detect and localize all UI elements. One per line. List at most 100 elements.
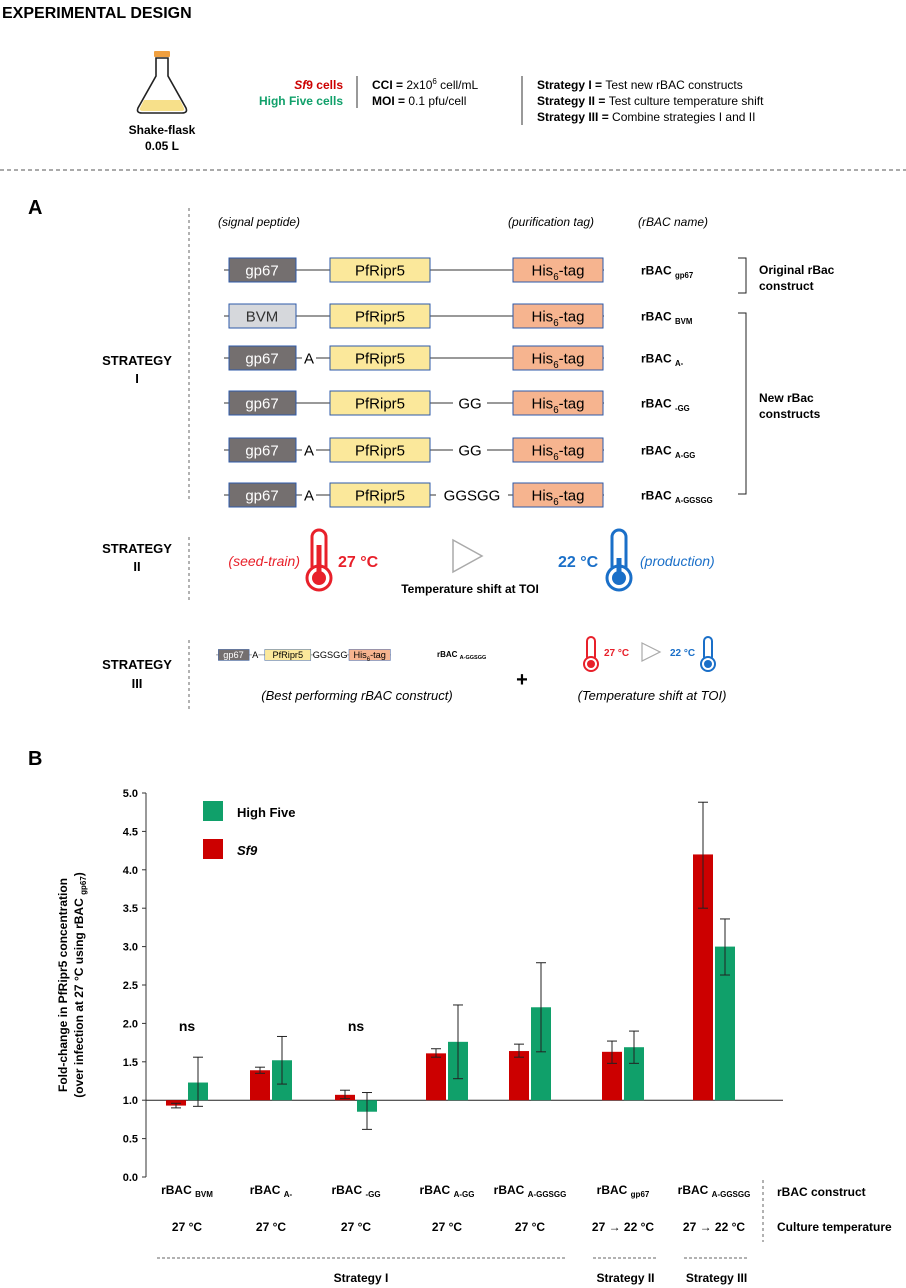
rbac-name: rBAC -GG: [641, 396, 690, 413]
linker-gap: [302, 346, 316, 370]
construct-tick-label: rBAC gp67: [597, 1183, 650, 1199]
signal-peptide-label: gp67: [245, 262, 278, 279]
y-tick-label: 4.0: [123, 865, 138, 877]
small-warm-thermometer-icon: [583, 636, 599, 672]
signal-peptide-box: [228, 390, 297, 416]
legend-swatch: [203, 839, 223, 859]
original-label: Original rBac: [759, 263, 835, 277]
his-tag-box: [512, 303, 604, 329]
y-tick-label: 2.5: [123, 980, 138, 992]
warm-thermometer-icon: [305, 528, 333, 592]
temperature-shift-caption: (Temperature shift at TOI): [578, 688, 727, 703]
signal-peptide-label: gp67: [223, 650, 243, 660]
small-cool-thermometer-icon: [700, 636, 716, 672]
signal-peptide-box: [228, 303, 297, 329]
y-tick-label: 3.5: [123, 903, 138, 915]
bar-chart: 0.0 0.5 1.0 1.5 2.0 2.5 3.0 3.5 4.0 4.5 5.0 Fold-ch…: [56, 788, 892, 1285]
cool-thermometer-icon: [605, 528, 633, 592]
mini-rbac-name: rBAC A-GGSGG: [437, 650, 486, 661]
row-label-temperature: Culture temperature: [777, 1220, 892, 1234]
linker-gap: [302, 483, 316, 507]
shift-arrow-icon: [452, 538, 484, 574]
his-tag-label: His6-tag: [532, 308, 585, 329]
new-label-2: constructs: [759, 407, 821, 421]
temperature-shift-label: Temperature shift at TOI: [401, 582, 539, 596]
protein-box: [329, 390, 431, 416]
strategy2-numeral: II: [133, 559, 140, 574]
cci-text: CCI = 2x106 cell/mL: [372, 77, 478, 92]
strategy3-numeral: III: [132, 676, 143, 691]
flask-volume: 0.05 L: [145, 139, 179, 153]
temperature-tick-label: 27 °C: [172, 1220, 202, 1234]
protein-box: [329, 437, 431, 463]
temperature-tick-label: 27 °C: [341, 1220, 371, 1234]
strategy1-numeral: I: [135, 371, 139, 386]
strategy1-summary: Strategy I = Test new rBAC constructs: [537, 78, 743, 92]
his-tag-label: His6-tag: [532, 487, 585, 508]
strategy2-summary: Strategy II = Test culture temperature s…: [537, 94, 764, 108]
construct-row: gp67 A PfRipr5 His6-tag rBAC A-: [224, 345, 684, 371]
linker-gap: [251, 649, 259, 661]
his-tag-label: His6-tag: [353, 650, 385, 663]
signal-peptide-box: [228, 482, 297, 508]
best-construct-caption: (Best performing rBAC construct): [261, 688, 452, 703]
legend-label: Sf9: [237, 843, 258, 858]
col-purification-tag: (purification tag): [508, 215, 594, 229]
protein-box: [329, 482, 431, 508]
y-tick-label: 0.0: [123, 1172, 138, 1184]
his-tag-box: [348, 649, 391, 661]
linker-g-label: GGSGG: [444, 487, 501, 504]
his-tag-label: His6-tag: [532, 350, 585, 371]
panel-a-letter: A: [28, 197, 42, 219]
y-tick-label: 4.5: [123, 826, 138, 838]
construct-rows: gp67 PfRipr5 His6-tag rBAC gp67 BVM PfRipr5 Hi…: [224, 257, 713, 508]
legend-label: High Five: [237, 805, 296, 820]
linker-a-label: A: [304, 487, 314, 504]
plus-sign: +: [516, 669, 528, 691]
linker-a-label: A: [252, 650, 259, 660]
y-tick-label: 5.0: [123, 788, 138, 800]
panel-b-letter: B: [28, 748, 42, 770]
small-shift-arrow-icon: [641, 642, 662, 662]
construct-tick-label: rBAC A-GGSGG: [678, 1183, 751, 1199]
y-tick-label: 3.0: [123, 942, 138, 954]
linker-gap: [453, 391, 487, 415]
construct-row: gp67 A PfRipr5 GGSGG His6-tag rBAC A-GGSGG: [224, 482, 713, 508]
temp-27-label: 27 °C: [338, 554, 379, 571]
temperature-tick-label: 27 °C: [256, 1220, 286, 1234]
y-tick-label: 2.0: [123, 1018, 138, 1030]
y-tick-label: 1.5: [123, 1057, 138, 1069]
protein-label: PfRipr5: [355, 350, 405, 367]
temperature-tick-label: 27 °C: [515, 1220, 545, 1234]
protein-box: [264, 649, 312, 661]
strategy3-summary: Strategy III = Combine strategies I and …: [537, 110, 755, 124]
construct-tick-label: rBAC A-GGSGG: [494, 1183, 567, 1199]
sf9-bar: [693, 854, 713, 1101]
protein-box: [329, 345, 431, 371]
new-label: New rBac: [759, 391, 814, 405]
his-tag-box: [512, 345, 604, 371]
signal-peptide-label: gp67: [245, 350, 278, 367]
strategy1-label: STRATEGY: [102, 353, 172, 368]
strategy-group-label: Strategy I: [334, 1271, 389, 1285]
high-five-cells-label: High Five cells: [259, 94, 343, 108]
strategy-group-label: Strategy III: [686, 1271, 747, 1285]
protein-box: [329, 257, 431, 283]
ns-annotation: ns: [348, 1018, 365, 1034]
temp-22-label: 22 °C: [558, 554, 599, 571]
sf9-bar: [602, 1051, 622, 1101]
small-temp-22: 22 °C: [670, 648, 695, 659]
linker-g-label: GGSGG: [313, 650, 348, 660]
his-tag-box: [512, 390, 604, 416]
signal-peptide-box: [228, 345, 297, 371]
strategy2-label: STRATEGY: [102, 541, 172, 556]
temperature-tick-label: 27 → 22 °C: [592, 1220, 654, 1234]
construct-row: gp67 PfRipr5 GG His6-tag rBAC -GG: [224, 390, 690, 416]
y-tick-label: 1.0: [123, 1095, 138, 1107]
his-tag-box: [512, 437, 604, 463]
rbac-name: rBAC A-GGSGG: [641, 488, 713, 505]
construct-row: BVM PfRipr5 His6-tag rBAC BVM: [224, 303, 692, 329]
rbac-name: rBAC A-: [641, 351, 684, 368]
linker-gap: [453, 438, 487, 462]
